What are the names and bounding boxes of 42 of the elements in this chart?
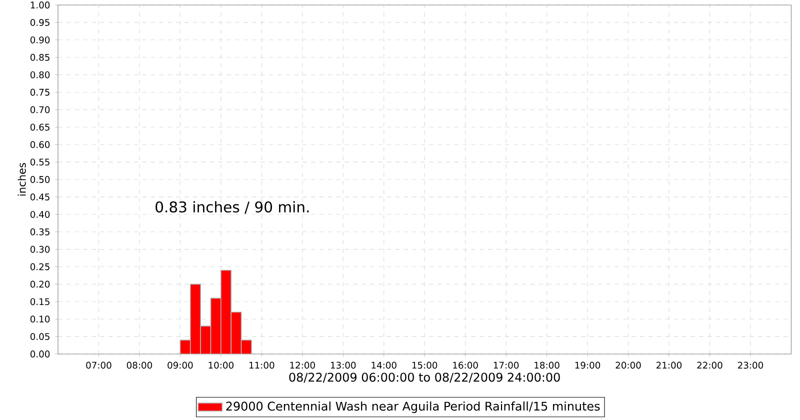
x-tick-label: 09:00 bbox=[168, 362, 193, 369]
annotation: 0.83 inches / 90 min. bbox=[156, 201, 309, 214]
y-tick-label: 0.35 bbox=[30, 228, 50, 236]
x-tick-label: 21:00 bbox=[656, 362, 682, 369]
y-tick-label: 0.60 bbox=[30, 141, 50, 148]
legend-label: 29000 Centennial Wash near Aguila Period Rainfall/15 minutes bbox=[226, 401, 600, 414]
y-tick-label: 0.30 bbox=[30, 246, 50, 253]
y-tick-label: 0.45 bbox=[30, 194, 50, 200]
y-tick-label: 0.05 bbox=[30, 333, 50, 340]
y-tick-label: 0.00 bbox=[30, 350, 50, 358]
x-tick-label: 22:00 bbox=[697, 362, 722, 369]
y-tick-label: 0.65 bbox=[30, 124, 50, 131]
y-tick-label: 0.80 bbox=[30, 71, 50, 78]
x-tick-label: 14:00 bbox=[372, 362, 396, 369]
x-tick-label: 19:00 bbox=[575, 362, 600, 369]
x-tick-label: 07:00 bbox=[86, 362, 112, 369]
y-tick-label: 0.40 bbox=[30, 210, 50, 218]
y-tick-label: 0.70 bbox=[30, 106, 50, 114]
x-tick-label: 20:00 bbox=[616, 362, 641, 369]
x-tick-label: 12:00 bbox=[290, 362, 315, 369]
y-axis-title: inches bbox=[18, 162, 26, 196]
x-tick-label: 16:00 bbox=[453, 362, 478, 369]
y-tick-label: 0.20 bbox=[30, 280, 50, 288]
y-tick-label: 0.55 bbox=[30, 158, 50, 166]
x-tick-label: 23:00 bbox=[738, 362, 764, 369]
y-tick-label: 0.25 bbox=[30, 263, 50, 270]
y-tick-label: 0.50 bbox=[30, 176, 50, 183]
y-tick-label: 0.10 bbox=[30, 316, 50, 323]
x-tick-label: 15:00 bbox=[412, 362, 438, 369]
y-tick-label: 0.95 bbox=[30, 19, 50, 26]
y-tick-label: 0.75 bbox=[30, 88, 50, 96]
y-tick-label: 0.15 bbox=[30, 298, 50, 306]
y-tick-label: 0.85 bbox=[30, 54, 50, 61]
y-tick-label: 1.00 bbox=[30, 2, 50, 8]
x-tick-label: 17:00 bbox=[494, 362, 519, 369]
x-tick-label: 11:00 bbox=[249, 362, 274, 369]
x-axis-title: 08/22/2009 06:00:00 to 08/22/2009 24:00:00 bbox=[289, 372, 560, 383]
y-tick-label: 0.90 bbox=[30, 36, 50, 44]
x-tick-label: 08:00 bbox=[126, 362, 152, 369]
x-tick-label: 13:00 bbox=[330, 362, 356, 369]
x-tick-label: 10:00 bbox=[208, 362, 234, 369]
x-tick-label: 18:00 bbox=[534, 362, 560, 369]
